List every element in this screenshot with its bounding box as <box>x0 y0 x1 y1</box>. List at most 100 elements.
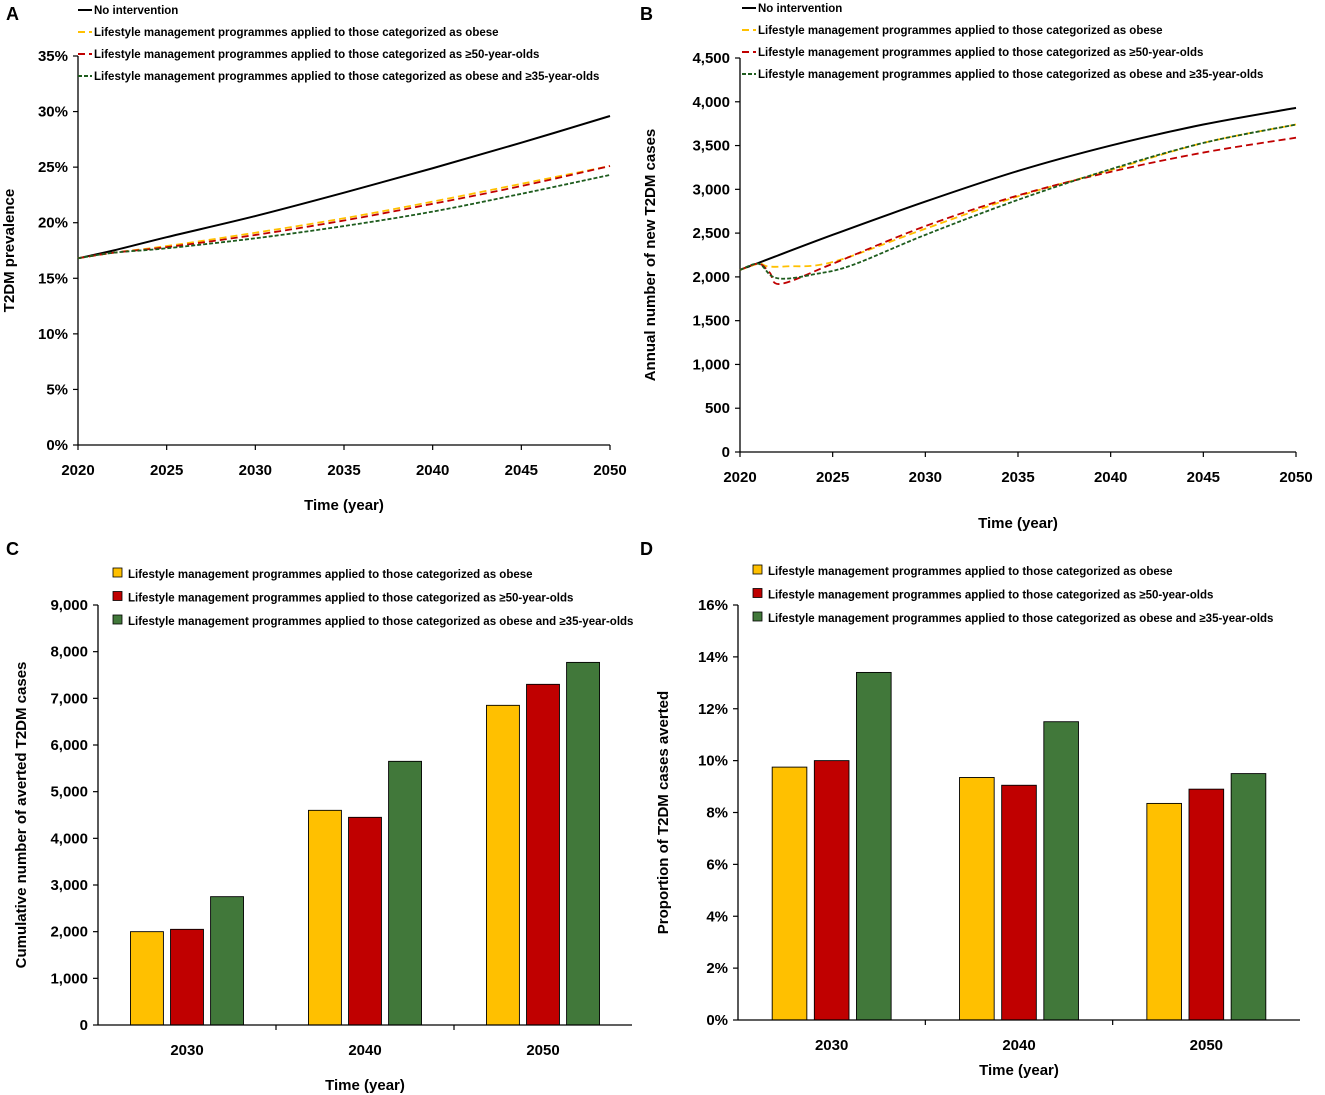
y-tick-label: 5,000 <box>50 784 88 801</box>
x-tick-label: 2045 <box>505 462 538 479</box>
y-tick-label: 1,000 <box>50 970 88 987</box>
legend-swatch-obese <box>752 564 763 575</box>
x-tick-label: 2050 <box>1279 469 1312 486</box>
legend-label-obese35: Lifestyle management programmes applied … <box>128 616 633 628</box>
y-tick-label: 4,000 <box>50 830 88 847</box>
y-axis-title: Annual number of new T2DM cases <box>642 129 659 382</box>
y-tick-label: 3,000 <box>692 181 730 198</box>
legend-label-obese35: Lifestyle management programmes applied … <box>768 613 1273 625</box>
bar-obese35-2040 <box>388 760 422 1026</box>
x-tick-label: 2030 <box>170 1042 203 1059</box>
y-tick-label: 8,000 <box>50 644 88 661</box>
legend-label-age50: Lifestyle management programmes applied … <box>758 47 1203 59</box>
legend-swatch-obese <box>112 567 123 578</box>
y-tick-label: 8% <box>706 805 728 822</box>
legend-swatch-obese35 <box>112 614 123 625</box>
legend-swatch-age50 <box>752 588 763 598</box>
y-tick-label: 30% <box>38 104 68 121</box>
y-tick-label: 7,000 <box>50 690 88 707</box>
y-tick-label: 0 <box>80 1017 88 1034</box>
bar-obese-2030 <box>130 931 164 1026</box>
bar-obese-2040 <box>959 777 995 1021</box>
legend-label-obese: Lifestyle management programmes applied … <box>768 566 1173 578</box>
x-tick-label: 2035 <box>1001 469 1034 486</box>
y-tick-label: 3,500 <box>692 138 730 155</box>
legend-label-obese: Lifestyle management programmes applied … <box>758 25 1163 37</box>
panel-A: A 0% 5% 10% 15% 20% 25% 30% 35% 2020 2025 2030 2035 2… <box>1 4 627 514</box>
panel-letter: B <box>640 4 653 24</box>
x-tick-label: 2040 <box>348 1042 381 1059</box>
y-tick-label: 0% <box>46 437 68 454</box>
bar-obese35-2050 <box>1230 773 1267 1021</box>
bar-age50-2050 <box>1188 788 1225 1021</box>
y-tick-label: 16% <box>698 597 728 614</box>
legend-label-age50: Lifestyle management programmes applied … <box>94 49 539 61</box>
y-tick-label: 5% <box>46 381 68 398</box>
legend-label-obese35: Lifestyle management programmes applied … <box>94 71 599 83</box>
legend-label-age50: Lifestyle management programmes applied … <box>768 590 1213 602</box>
x-axis-title: Time (year) <box>304 497 384 514</box>
x-tick-label: 2040 <box>1094 469 1127 486</box>
y-tick-label: 2,000 <box>50 924 88 941</box>
series-line-none <box>739 106 1297 271</box>
legend-label-obese: Lifestyle management programmes applied … <box>128 569 533 581</box>
panel-letter: C <box>6 539 19 559</box>
bar-obese35-2050 <box>566 661 600 1026</box>
series-line-age50 <box>77 165 611 260</box>
y-tick-label: 2,500 <box>692 225 730 242</box>
y-tick-label: 14% <box>698 649 728 666</box>
y-axis-title: Cumulative number of averted T2DM cases <box>13 662 30 969</box>
y-tick-label: 0 <box>722 444 730 461</box>
bar-age50-2030 <box>170 928 204 1026</box>
legend-swatch-obese35 <box>752 611 763 622</box>
x-tick-label: 2045 <box>1187 469 1220 486</box>
y-tick-label: 4,500 <box>692 50 730 67</box>
legend-label-age50: Lifestyle management programmes applied … <box>128 593 573 605</box>
legend-label-none: No intervention <box>94 5 178 17</box>
panel-C: C 0 1,000 2,000 3,000 4,000 5,000 6,000 7,000 8,0… <box>6 539 633 1094</box>
x-tick-label: 2035 <box>327 462 360 479</box>
x-tick-label: 2025 <box>816 469 849 486</box>
y-tick-label: 20% <box>38 215 68 232</box>
x-tick-label: 2030 <box>909 469 942 486</box>
bar-age50-2030 <box>813 760 850 1021</box>
y-tick-label: 6% <box>706 856 728 873</box>
bar-obese35-2030 <box>856 671 892 1021</box>
bar-age50-2040 <box>348 816 382 1026</box>
x-tick-label: 2030 <box>239 462 272 479</box>
legend-swatch-age50 <box>112 591 123 601</box>
y-tick-label: 10% <box>38 326 68 343</box>
y-tick-label: 12% <box>698 701 728 718</box>
series-line-none <box>77 115 611 260</box>
y-tick-label: 3,000 <box>50 877 88 894</box>
series-line-obese35 <box>77 174 611 260</box>
y-tick-label: 0% <box>706 1012 728 1029</box>
y-tick-label: 15% <box>38 270 68 287</box>
y-tick-label: 1,500 <box>692 313 730 330</box>
bar-obese35-2030 <box>210 896 244 1026</box>
x-axis-title: Time (year) <box>325 1077 405 1094</box>
panel-B: B 0 500 1,000 1,500 2,000 2,500 3,000 3,500 4,000… <box>640 3 1313 532</box>
y-tick-label: 1,000 <box>692 356 730 373</box>
y-tick-label: 35% <box>38 48 68 65</box>
bar-age50-2050 <box>526 683 560 1026</box>
x-tick-label: 2020 <box>723 469 756 486</box>
x-tick-label: 2030 <box>815 1037 848 1054</box>
bar-obese-2040 <box>308 809 342 1026</box>
y-tick-label: 2,000 <box>692 269 730 286</box>
legend-label-obese35: Lifestyle management programmes applied … <box>758 69 1263 81</box>
y-tick-label: 500 <box>705 400 730 417</box>
y-tick-label: 9,000 <box>50 597 88 614</box>
legend-label-obese: Lifestyle management programmes applied … <box>94 27 499 39</box>
panel-letter: D <box>640 539 653 559</box>
y-tick-label: 25% <box>38 159 68 176</box>
y-tick-label: 4,000 <box>692 94 730 111</box>
bar-obese-2050 <box>1146 802 1182 1021</box>
x-tick-label: 2050 <box>1190 1037 1223 1054</box>
x-axis-title: Time (year) <box>979 1062 1059 1079</box>
bar-obese-2030 <box>771 766 808 1021</box>
y-axis-title: T2DM prevalence <box>1 189 18 312</box>
x-axis-title: Time (year) <box>978 515 1058 532</box>
x-tick-label: 2040 <box>1002 1037 1035 1054</box>
